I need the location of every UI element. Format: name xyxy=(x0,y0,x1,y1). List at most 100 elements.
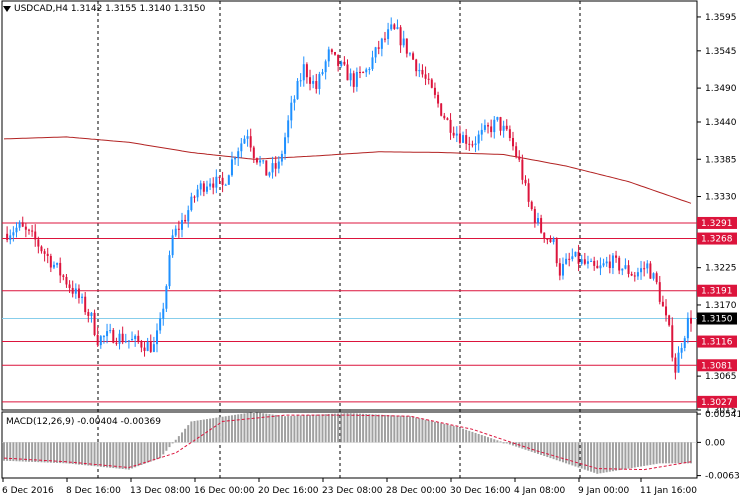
macd-histogram-bar xyxy=(171,442,174,444)
macd-histogram-bar xyxy=(683,442,686,464)
macd-histogram-bar xyxy=(483,436,486,443)
macd-histogram-bar xyxy=(524,442,527,450)
macd-histogram-bar xyxy=(408,416,411,443)
macd-histogram-bar xyxy=(552,442,555,460)
macd-histogram-bar xyxy=(330,413,333,443)
macd-histogram-bar xyxy=(337,413,340,443)
candle-body xyxy=(152,344,155,352)
candle-body xyxy=(124,341,127,343)
candle-body xyxy=(93,312,96,335)
candle-body xyxy=(43,251,46,254)
macd-histogram-bar xyxy=(74,442,77,465)
macd-histogram-bar xyxy=(274,414,277,443)
time-axis-label: 8 Dec 16:00 xyxy=(66,486,121,496)
macd-histogram-bar xyxy=(199,420,202,443)
candle-body xyxy=(296,81,299,100)
macd-histogram-bar xyxy=(209,418,212,443)
macd-histogram-bar xyxy=(390,415,393,443)
macd-signal-line xyxy=(3,414,692,471)
candle-body xyxy=(421,69,424,75)
macd-histogram-bar xyxy=(140,442,143,466)
macd-histogram-bar xyxy=(565,442,568,464)
candle-body xyxy=(665,306,668,316)
candle-body xyxy=(443,115,446,119)
macd-histogram-bar xyxy=(246,412,249,443)
candle-body xyxy=(658,282,661,302)
candle-body xyxy=(636,272,639,277)
moving-average-line xyxy=(3,136,692,204)
macd-histogram-bar xyxy=(577,442,580,468)
candle-body xyxy=(168,255,171,287)
price-axis-label: 1.3170 xyxy=(705,301,737,311)
candle-body xyxy=(418,69,421,72)
candle-body xyxy=(383,38,386,40)
candle-body xyxy=(524,179,527,184)
macd-histogram-bar xyxy=(433,421,436,443)
macd-histogram-bar xyxy=(71,442,74,464)
price-axis-label: 1.3440 xyxy=(705,118,737,128)
candle-body xyxy=(627,265,630,274)
macd-histogram-bar xyxy=(558,442,561,462)
candle-body xyxy=(40,246,43,252)
macd-histogram-bar xyxy=(690,442,692,464)
candle-body xyxy=(677,352,680,373)
candle-body xyxy=(127,340,130,342)
candle-body xyxy=(405,38,408,54)
candle-body xyxy=(518,156,521,160)
candle-body xyxy=(527,183,530,202)
candle-body xyxy=(611,255,614,269)
candle-body xyxy=(162,308,165,319)
candle-body xyxy=(543,232,546,239)
candle-body xyxy=(661,301,664,307)
candle-body xyxy=(334,51,337,55)
macd-histogram-bar xyxy=(237,414,240,443)
candle-body xyxy=(352,73,355,87)
macd-histogram-bar xyxy=(346,413,349,443)
macd-histogram-bar xyxy=(352,413,355,443)
macd-histogram-bar xyxy=(374,414,377,443)
candle-body xyxy=(415,59,418,72)
candle-body xyxy=(240,143,243,152)
candle-body xyxy=(424,74,427,79)
macd-histogram-bar xyxy=(49,442,52,463)
macd-histogram-bar xyxy=(455,426,458,443)
candle-body xyxy=(271,163,274,173)
candle-body xyxy=(371,57,374,69)
macd-histogram-bar xyxy=(627,442,630,469)
candle-body xyxy=(174,228,177,236)
candle-body xyxy=(602,263,605,266)
macd-histogram-bar xyxy=(31,442,34,462)
macd-histogram-bar xyxy=(490,438,493,443)
candle-body xyxy=(393,24,396,29)
macd-histogram-bar xyxy=(59,442,62,464)
candle-body xyxy=(234,157,237,160)
candle-body xyxy=(65,276,68,285)
macd-histogram-bar xyxy=(590,442,593,472)
triangle-down-icon[interactable] xyxy=(3,6,11,12)
candle-body xyxy=(462,135,465,143)
macd-histogram-bar xyxy=(234,414,237,443)
candle-body xyxy=(284,137,287,154)
macd-histogram-bar xyxy=(37,442,40,463)
macd-histogram-bar xyxy=(421,418,424,443)
macd-histogram-bar xyxy=(449,425,452,443)
macd-histogram-bar xyxy=(77,442,80,465)
candle-body xyxy=(346,64,349,81)
candle-body xyxy=(408,53,411,55)
candle-body xyxy=(68,284,71,288)
macd-histogram-bar xyxy=(393,415,396,443)
candle-body xyxy=(649,263,652,279)
macd-histogram-bar xyxy=(68,442,71,464)
macd-histogram-bar xyxy=(402,415,405,443)
macd-histogram-bar xyxy=(90,442,93,466)
candle-body xyxy=(227,175,230,185)
candle-body xyxy=(674,357,677,373)
macd-histogram-bar xyxy=(177,436,180,443)
macd-histogram-bar xyxy=(187,425,190,443)
macd-axis-label: 0.00541 xyxy=(705,410,740,420)
candle-body xyxy=(237,151,240,158)
candle-body xyxy=(368,68,371,70)
candle-body xyxy=(349,73,352,81)
